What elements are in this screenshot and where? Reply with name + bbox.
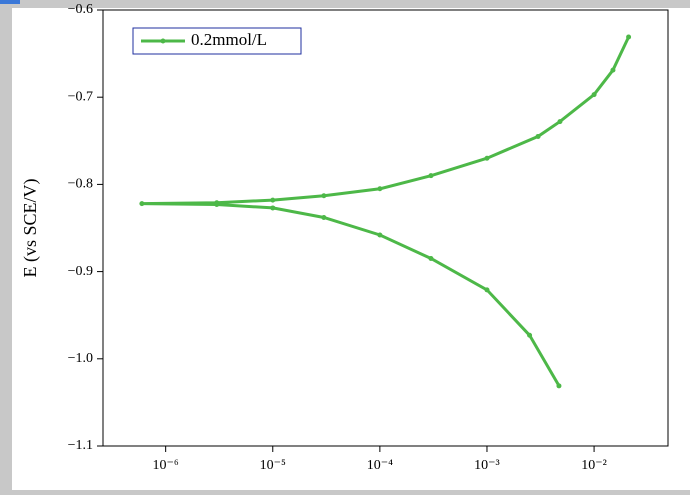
data-point xyxy=(535,133,541,139)
data-point xyxy=(428,173,434,179)
x-tick-label: 10⁻⁶ xyxy=(153,458,179,473)
y-tick-label: −1.1 xyxy=(68,438,93,453)
data-point xyxy=(214,200,220,206)
y-tick-label: −1.0 xyxy=(68,351,93,366)
data-point xyxy=(377,186,383,192)
data-line xyxy=(141,36,630,387)
data-point xyxy=(428,256,434,262)
x-tick-label: 10⁻⁴ xyxy=(367,458,393,473)
data-point xyxy=(321,215,327,221)
data-point xyxy=(270,197,276,203)
data-point xyxy=(556,383,562,389)
data-point xyxy=(270,205,276,211)
y-axis-label: E (vs SCE/V) xyxy=(20,178,41,277)
x-tick-label: 10⁻⁵ xyxy=(260,458,286,473)
data-point xyxy=(139,201,145,207)
canvas xyxy=(12,8,690,490)
data-point xyxy=(484,287,490,293)
data-point xyxy=(557,119,563,125)
y-tick-label: −0.6 xyxy=(68,2,93,17)
legend-box xyxy=(132,27,302,55)
y-tick-label: −0.9 xyxy=(68,264,93,279)
y-tick-label: −0.8 xyxy=(68,177,93,192)
frame-accent xyxy=(0,0,20,4)
data-point xyxy=(610,67,616,73)
y-tick-label: −0.7 xyxy=(68,89,93,104)
legend-label: 0.2mmol/L xyxy=(191,30,267,49)
legend-marker xyxy=(160,38,166,44)
data-point xyxy=(484,155,490,161)
data-point xyxy=(527,332,533,338)
x-tick-label: 10⁻² xyxy=(581,458,607,473)
x-tick-label: 10⁻³ xyxy=(474,458,500,473)
data-point xyxy=(377,232,383,238)
plot-frame xyxy=(102,9,669,447)
data-point xyxy=(321,193,327,199)
data-point xyxy=(626,34,632,40)
data-point xyxy=(591,92,597,98)
